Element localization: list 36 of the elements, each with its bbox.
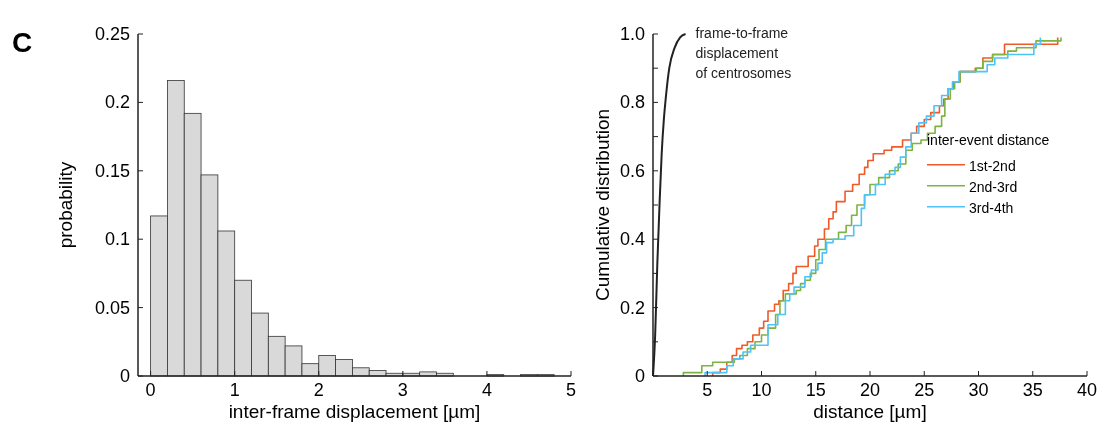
legend-label: 2nd-3rd	[969, 178, 1018, 195]
x-tick-label: 5	[702, 380, 713, 400]
legend-label: 1st-2nd	[969, 157, 1016, 174]
x-tick-label: 2	[313, 380, 324, 400]
y-tick-label: 0	[634, 366, 645, 386]
x-tick-label: 25	[914, 380, 935, 400]
x-tick-label: 35	[1022, 380, 1043, 400]
x-tick-label: 0	[145, 380, 156, 400]
chart-title: C	[12, 27, 33, 58]
text: 1.0	[619, 24, 645, 44]
x-tick-label: 15	[805, 380, 826, 400]
y-tick-label: 0.1	[104, 229, 130, 250]
y-axis-title: probability	[55, 161, 76, 249]
series-label: frame-to-frame displacement of centrosomes	[695, 25, 792, 81]
x-tick-label: 3	[397, 380, 408, 400]
y-tick-label: 0.6	[619, 160, 645, 181]
y-tick-label: 0.4	[619, 229, 645, 250]
y-tick-label: 0.15	[94, 160, 130, 181]
legend-title: inter-event distance	[927, 131, 1050, 148]
y-tick-label: 0.05	[94, 297, 130, 318]
x-axis-title: distance [µm]	[813, 401, 927, 422]
x-tick-label: 30	[968, 380, 989, 400]
x-axis-title: inter-frame displacement [µm]	[228, 401, 481, 422]
y-tick-label: 0.2	[104, 92, 130, 113]
x-tick-label: 10	[751, 380, 772, 400]
legend-label: 3rd-4th	[969, 199, 1014, 216]
x-tick-label: 5	[565, 380, 577, 400]
y-axis-title: Cumulative distribution	[592, 108, 613, 302]
y-tick-label: 0	[119, 366, 130, 386]
x-tick-label: 4	[481, 380, 492, 400]
y-tick-label: 0.2	[619, 297, 645, 318]
x-tick-label: 1	[229, 380, 240, 400]
x-tick-label: 40	[1076, 380, 1098, 400]
y-tick-label: 0.8	[619, 92, 645, 113]
y-tick-label: 0.25	[94, 24, 130, 44]
x-tick-label: 20	[859, 380, 881, 400]
